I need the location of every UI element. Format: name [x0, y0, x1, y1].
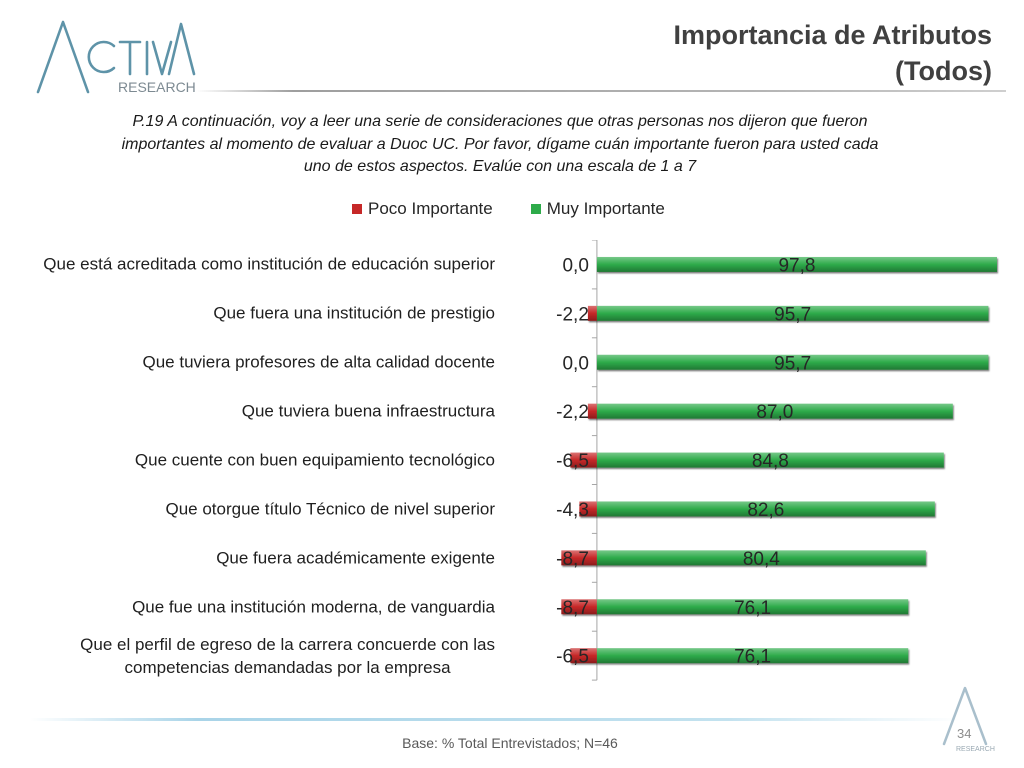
- data-label-muy-importante: 97,8: [778, 255, 815, 276]
- legend-swatch: [530, 204, 541, 214]
- logo-letter-a2: [167, 22, 196, 76]
- logo-letter-v: [151, 40, 173, 76]
- bar-muy-importante: [596, 354, 989, 370]
- category-label: Que fuera académicamente exigente: [216, 548, 495, 568]
- bar-poco-importante: [570, 648, 597, 664]
- logo-letter-a: [36, 20, 90, 94]
- bar-muy-importante: [596, 452, 944, 468]
- bar-poco-importante: [570, 452, 597, 468]
- bars: [561, 256, 997, 664]
- bar-poco-importante: [561, 599, 597, 615]
- footer-divider: [30, 718, 960, 721]
- data-label-muy-importante: 87,0: [756, 402, 793, 423]
- bar-poco-importante: [579, 501, 597, 517]
- category-labels: Que está acreditada como institución de …: [0, 240, 1024, 690]
- data-label-muy-importante: 76,1: [734, 598, 771, 619]
- survey-question: P.19 A continuación, voy a leer una seri…: [0, 111, 1000, 179]
- data-label-poco-importante: 0,0: [562, 353, 588, 374]
- activa-research-logo: RESEARCH: [36, 20, 196, 95]
- title-text: Importancia de Atributos: [673, 20, 992, 50]
- logo-letter-t: [118, 40, 142, 76]
- data-label-muy-importante: 76,1: [734, 647, 771, 668]
- bar-poco-importante: [561, 550, 597, 566]
- base-note: Base: % Total Entrevistados; N=46: [402, 735, 618, 751]
- data-label-poco-importante: -8,7: [556, 549, 589, 570]
- data-label-muy-importante: 80,4: [743, 549, 780, 570]
- category-label: Que otorgue título Técnico de nivel supe…: [165, 499, 496, 519]
- data-label-muy-importante: 82,6: [747, 500, 784, 521]
- data-label-muy-importante: 84,8: [752, 451, 789, 472]
- legend-label: Poco Importante: [368, 199, 493, 218]
- category-label: Que tuviera buena infraestructura: [241, 401, 495, 421]
- bar-muy-importante: [596, 305, 989, 321]
- legend-item-poco-importante: Poco Importante: [352, 199, 493, 219]
- data-label-poco-importante: -8,7: [556, 598, 589, 619]
- bar-muy-importante: [596, 550, 926, 566]
- category-label: Que tuviera profesores de alta calidad d…: [142, 352, 495, 372]
- chart-legend: Poco Importante Muy Importante: [352, 199, 665, 219]
- watermark-letter-a: [942, 686, 988, 746]
- watermark-subtitle: RESEARCH: [956, 746, 995, 753]
- bar-muy-importante: [596, 648, 909, 664]
- question-line: P.19 A continuación, voy a leer una seri…: [132, 113, 868, 130]
- question-line: importantes al momento de evaluar a Duoc…: [121, 135, 879, 153]
- bar-poco-importante: [587, 403, 597, 419]
- header-divider: [196, 90, 1006, 92]
- data-label-poco-importante: -4,3: [556, 500, 589, 521]
- data-label-poco-importante: 0,0: [562, 255, 588, 276]
- activa-research-watermark-logo: RESEARCH: [942, 686, 995, 753]
- slide-title: Importancia de Atributos (Todos): [673, 17, 992, 89]
- logo-subtitle: RESEARCH: [118, 79, 196, 95]
- bar-chart: 0,0 -2,2 0,0 -2,2 -6,5 -4,3 -8,7 -8,7 -6,5 97,8 95…: [556, 240, 997, 681]
- category-label: Que el perfil de egreso de la carrera co…: [80, 634, 495, 677]
- logo-letter-c: [87, 40, 116, 74]
- bar-muy-importante: [596, 599, 909, 615]
- legend-item-muy-importante: Muy Importante: [530, 199, 665, 219]
- title-subtitle: (Todos): [895, 56, 992, 86]
- category-label: Que fue una institución moderna, de vang…: [132, 597, 495, 617]
- data-label-poco-importante: -2,2: [556, 402, 589, 423]
- data-label-poco-importante: -2,2: [556, 304, 589, 325]
- data-labels: 0,0 -2,2 0,0 -2,2 -6,5 -4,3 -8,7 -8,7 -6,5 97,8 95…: [556, 255, 815, 667]
- bar-muy-importante: [596, 256, 997, 272]
- data-label-poco-importante: -6,5: [556, 451, 589, 472]
- question-line: uno de estos aspectos. Evalúe con una es…: [303, 158, 697, 175]
- category-label: Que cuente con buen equipamiento tecnoló…: [134, 450, 495, 470]
- category-label: Que fuera una institución de prestigio: [213, 303, 495, 323]
- data-label-muy-importante: 95,7: [774, 353, 811, 374]
- page-number: 34: [957, 726, 972, 741]
- category-label: Que está acreditada como institución de …: [43, 254, 495, 274]
- legend-label: Muy Importante: [546, 199, 665, 218]
- bar-muy-importante: [596, 501, 935, 517]
- bar-muy-importante: [596, 403, 953, 419]
- bar-poco-importante: [587, 305, 597, 321]
- data-label-poco-importante: -6,5: [556, 647, 589, 668]
- data-label-muy-importante: 95,7: [774, 304, 811, 325]
- legend-swatch: [352, 204, 362, 214]
